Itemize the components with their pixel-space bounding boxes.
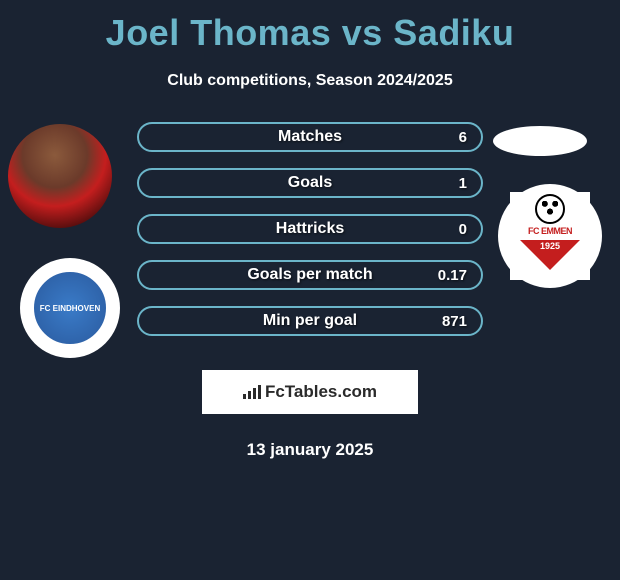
club-left-text: FC EINDHOVEN (40, 304, 100, 313)
stat-value-right: 871 (442, 313, 467, 330)
stat-label: Goals per match (247, 266, 372, 284)
date-text: 13 january 2025 (0, 440, 620, 460)
footer-brand-box: FcTables.com (202, 370, 418, 414)
footer-brand-text: FcTables.com (265, 382, 377, 402)
club-right-year: 1925 (520, 240, 580, 270)
player-right-club-badge: FC EMMEN 1925 (498, 184, 602, 288)
club-right-text: FC EMMEN (528, 226, 572, 236)
stats-container: Matches 6 Goals 1 Hattricks 0 Goals per … (137, 122, 483, 352)
stat-value-right: 0 (459, 221, 467, 238)
page-title: Joel Thomas vs Sadiku (0, 0, 620, 54)
stat-row: Min per goal 871 (137, 306, 483, 336)
player-right-avatar (493, 126, 587, 156)
stat-row: Hattricks 0 (137, 214, 483, 244)
stat-label: Hattricks (276, 220, 344, 238)
stat-label: Matches (278, 128, 342, 146)
stat-value-right: 0.17 (438, 267, 467, 284)
stat-label: Goals (288, 174, 332, 192)
stat-row: Matches 6 (137, 122, 483, 152)
stat-row: Goals 1 (137, 168, 483, 198)
comparison-content: FC EINDHOVEN FC EMMEN 1925 Matches 6 Goa… (0, 128, 620, 368)
club-left-inner: FC EINDHOVEN (31, 269, 109, 347)
stat-row: Goals per match 0.17 (137, 260, 483, 290)
subtitle: Club competitions, Season 2024/2025 (0, 72, 620, 90)
player-left-avatar (8, 124, 112, 228)
stat-value-right: 1 (459, 175, 467, 192)
stat-value-right: 6 (459, 129, 467, 146)
soccer-ball-icon (535, 194, 565, 224)
player-left-club-badge: FC EINDHOVEN (20, 258, 120, 358)
club-right-shield: FC EMMEN 1925 (510, 192, 590, 280)
stat-label: Min per goal (263, 312, 357, 330)
chart-icon (243, 385, 261, 399)
